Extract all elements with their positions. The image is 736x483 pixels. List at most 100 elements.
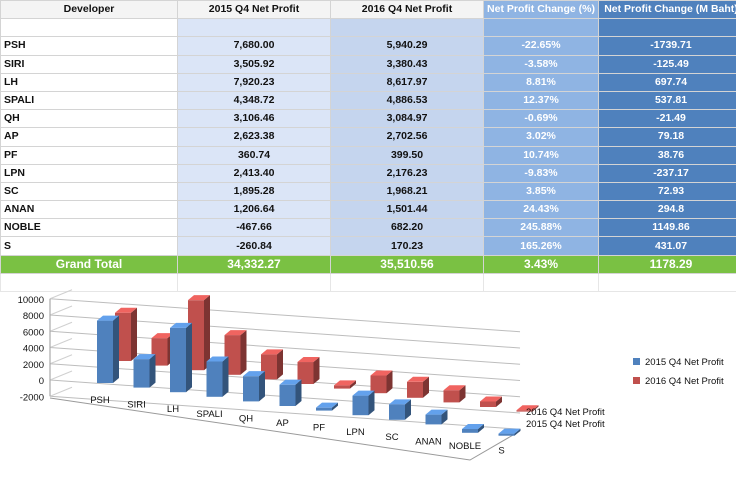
table-row-cell-4: 294.8 xyxy=(598,200,736,220)
gridline-side xyxy=(49,386,73,397)
x-tick-label: PF xyxy=(313,423,325,434)
table-row-cell-0: NOBLE xyxy=(0,218,178,238)
bar-2016-s xyxy=(516,410,533,412)
bar-2015-lpn-side xyxy=(368,390,375,416)
net-profit-3d-column-chart: 10000 8000 6000 4000 2000 0 -2000 PSH SIRI LH SPAL… xyxy=(18,289,724,461)
bar-2015-s-side xyxy=(514,428,521,436)
table-row: LPN 2,413.40 2,176.23 -9.83% -237.17 xyxy=(0,163,736,183)
bar-2016-lpn-side xyxy=(386,370,393,394)
bar-2015-lh-top xyxy=(170,322,192,328)
y-tick-label: 0 xyxy=(39,376,44,387)
table-row-cell-1: 2,413.40 xyxy=(177,163,331,183)
bar-2016-s-side xyxy=(532,405,539,412)
bar-2015-lh xyxy=(170,327,186,393)
table-row-cell-3: 245.88% xyxy=(483,218,599,238)
spacer-row xyxy=(0,272,736,293)
table-row-cell-1: 4,348.72 xyxy=(177,90,331,111)
table-row: AP 2,623.38 2,702.56 3.02% 79.18 xyxy=(0,127,736,147)
y-tick-label: 2000 xyxy=(23,360,44,371)
table-row-cell-0: ANAN xyxy=(0,200,178,220)
table-row-cell-2: 5,940.29 xyxy=(330,36,484,56)
table-row-cell-1: 7,680.00 xyxy=(177,36,331,56)
bar-2015-psh-top xyxy=(97,315,119,321)
table-row-cell-2: 8,617.97 xyxy=(330,72,484,92)
table-row-cell-4: 697.74 xyxy=(598,72,736,92)
bar-2015-qh xyxy=(243,376,259,402)
table-row: PF 360.74 399.50 10.74% 38.76 xyxy=(0,145,736,165)
x-tick-label: S xyxy=(498,446,504,457)
bar-2016-spali-side xyxy=(240,330,247,375)
table-row-cell-3: -9.83% xyxy=(483,163,599,183)
grand-total-row-cell-0: Grand Total xyxy=(0,254,178,274)
table-row-cell-4: 431.07 xyxy=(598,236,736,256)
bar-2015-qh-side xyxy=(259,371,265,402)
bar-2015-noble xyxy=(462,429,478,433)
spacer-row-cell-2 xyxy=(330,272,484,293)
bar-2016-lpn-top xyxy=(370,370,393,376)
bar-2016-ap-top xyxy=(297,357,320,363)
spacer-row-cell-1 xyxy=(177,272,331,293)
table-row-cell-4: -237.17 xyxy=(598,163,736,183)
y-tick-label: 6000 xyxy=(23,327,44,338)
table-row: SC 1,895.28 1,968.21 3.85% 72.93 xyxy=(0,181,736,202)
bar-2016-anan xyxy=(443,390,460,403)
table-row-cell-2: 1,968.21 xyxy=(330,181,484,202)
table-row-cell-0: LH xyxy=(0,72,178,92)
profit-table-body: Developer 2015 Q4 Net Profit 2016 Q4 Net P… xyxy=(0,0,736,293)
floor-edge xyxy=(49,397,521,461)
gridline-side xyxy=(49,289,73,300)
header-row-cell-2: 2016 Q4 Net Profit xyxy=(330,0,484,20)
table-row-cell-2: 170.23 xyxy=(330,236,484,256)
bar-2015-s xyxy=(498,433,515,436)
table-row-cell-4: 79.18 xyxy=(598,127,736,147)
table-row-cell-3: -22.65% xyxy=(483,36,599,56)
table-row-cell-4: 72.93 xyxy=(598,181,736,202)
bar-2016-spali-top xyxy=(224,330,247,336)
blank-row-cell-4 xyxy=(598,18,736,38)
bar-2015-lh-side xyxy=(186,322,192,393)
table-row-cell-1: 1,895.28 xyxy=(177,181,331,202)
bar-2016-noble-top xyxy=(480,396,502,402)
table-row-cell-1: 7,920.23 xyxy=(177,72,331,92)
table-row-cell-0: PF xyxy=(0,145,178,165)
table-row-cell-4: -1739.71 xyxy=(598,36,736,56)
bar-2015-s-top xyxy=(498,428,521,434)
bar-2016-sc xyxy=(407,381,423,398)
table-row-cell-4: -21.49 xyxy=(598,109,736,129)
bar-2016-s-top xyxy=(516,405,539,411)
x-tick-label: SC xyxy=(385,432,398,443)
bar-2015-anan-top xyxy=(425,409,448,415)
gridline-side xyxy=(49,321,73,332)
x-tick-label: NOBLE xyxy=(449,441,481,452)
bar-2016-sc-side xyxy=(423,376,429,398)
table-row-cell-0: SIRI xyxy=(0,54,178,74)
bar-2016-anan-side xyxy=(459,385,466,403)
table-row-cell-4: -125.49 xyxy=(598,54,736,74)
bar-2016-lpn xyxy=(370,375,387,394)
table-row-cell-2: 4,886.53 xyxy=(330,90,484,111)
blank-row-cell-3 xyxy=(483,18,599,38)
bar-2016-pf-side xyxy=(350,380,356,389)
table-row-cell-1: -260.84 xyxy=(177,236,331,256)
bar-2015-siri-top xyxy=(133,354,156,360)
bar-2015-anan xyxy=(425,414,442,425)
gridline-side xyxy=(49,370,73,381)
table-row-cell-1: 3,505.92 xyxy=(177,54,331,74)
x-tick-label: PSH xyxy=(90,395,110,406)
y-tick-label: 4000 xyxy=(23,344,44,355)
x-tick-label: LH xyxy=(167,404,179,415)
table-row-cell-3: 165.26% xyxy=(483,236,599,256)
blank-row xyxy=(0,18,736,38)
y-tick-label: 8000 xyxy=(23,311,44,322)
bar-2015-sc-top xyxy=(389,399,411,405)
blank-row-cell-2 xyxy=(330,18,484,38)
table-row: PSH 7,680.00 5,940.29 -22.65% -1739.71 xyxy=(0,36,736,56)
table-row-cell-2: 1,501.44 xyxy=(330,200,484,220)
profit-table: Developer 2015 Q4 Net Profit 2016 Q4 Net P… xyxy=(0,0,736,293)
x-tick-label: SIRI xyxy=(127,400,145,411)
bar-2015-pf xyxy=(316,407,332,411)
bar-2016-lh-side xyxy=(204,295,210,371)
bar-2015-pf-top xyxy=(316,402,338,408)
table-row: S -260.84 170.23 165.26% 431.07 xyxy=(0,236,736,256)
bar-2015-noble-side xyxy=(478,424,484,433)
